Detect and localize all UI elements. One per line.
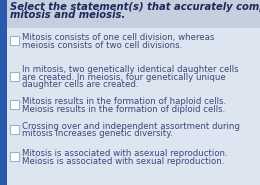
FancyBboxPatch shape <box>0 0 7 185</box>
Text: mitosis increases genetic diversity.: mitosis increases genetic diversity. <box>22 130 173 139</box>
Text: mitosis and meiosis.: mitosis and meiosis. <box>10 10 125 20</box>
FancyBboxPatch shape <box>10 100 19 109</box>
Text: meiosis consists of two cell divisions.: meiosis consists of two cell divisions. <box>22 41 182 50</box>
Text: Mitosis consists of one cell division, whereas: Mitosis consists of one cell division, w… <box>22 33 214 42</box>
FancyBboxPatch shape <box>10 72 19 81</box>
FancyBboxPatch shape <box>0 0 260 28</box>
Text: Crossing over and independent assortment during: Crossing over and independent assortment… <box>22 122 240 131</box>
Text: daughter cells are created.: daughter cells are created. <box>22 80 139 89</box>
Text: Meiosis is associated with sexual reproduction.: Meiosis is associated with sexual reprod… <box>22 157 224 166</box>
Text: In mitosis, two genetically identical daughter cells: In mitosis, two genetically identical da… <box>22 65 239 74</box>
FancyBboxPatch shape <box>10 125 19 134</box>
Text: are created. In meiosis, four genetically unique: are created. In meiosis, four geneticall… <box>22 73 226 82</box>
FancyBboxPatch shape <box>10 36 19 45</box>
Text: Meiosis results in the formation of diploid cells.: Meiosis results in the formation of dipl… <box>22 105 225 114</box>
Text: Select the statement(s) that accurately compares: Select the statement(s) that accurately … <box>10 2 260 12</box>
Text: Mitosis results in the formation of haploid cells.: Mitosis results in the formation of hapl… <box>22 97 226 106</box>
Text: Mitosis is associated with asexual reproduction.: Mitosis is associated with asexual repro… <box>22 149 228 158</box>
FancyBboxPatch shape <box>10 152 19 161</box>
